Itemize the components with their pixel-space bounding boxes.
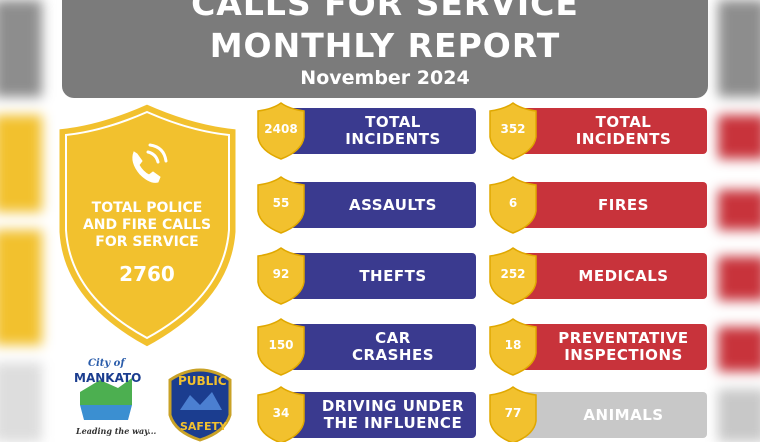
category-bar: MEDICALS xyxy=(520,253,707,299)
bar-label: INCIDENTS xyxy=(575,130,672,148)
header: CALLS FOR SERVICE MONTHLY REPORT Novembe… xyxy=(62,0,708,98)
bar-label: TOTAL xyxy=(365,113,421,131)
bar-label: CAR xyxy=(375,329,411,347)
badge xyxy=(489,318,537,376)
bar-label: FIRES xyxy=(598,195,649,214)
bar-label: INCIDENTS xyxy=(345,130,441,148)
count-value: 150 xyxy=(268,338,294,352)
count-value: 77 xyxy=(504,406,522,420)
bar-label: ASSAULTS xyxy=(349,195,437,214)
public-safety-logo xyxy=(168,368,232,442)
count-value: 252 xyxy=(500,267,526,281)
category-bar: FIRES xyxy=(520,182,707,228)
count-value: 55 xyxy=(272,196,290,210)
category-bar: TOTAL INCIDENTS xyxy=(520,108,707,154)
badge xyxy=(257,318,305,376)
category-bar: CAR CRASHES xyxy=(290,324,476,370)
badge xyxy=(489,386,537,442)
count-value: 34 xyxy=(272,406,290,420)
logo-text: MANKATO xyxy=(74,371,142,385)
bar-label: DRIVING UNDER xyxy=(321,397,465,415)
count-value: 6 xyxy=(508,196,518,210)
category-bar: ASSAULTS xyxy=(290,182,476,228)
category-bar: TOTAL INCIDENTS xyxy=(290,108,476,154)
count-value: 18 xyxy=(504,338,522,352)
logo-text: Leading the way... xyxy=(76,426,157,436)
badge xyxy=(257,176,305,234)
blurred-edge xyxy=(718,0,760,442)
count-value: 2408 xyxy=(264,122,298,136)
category-bar: THEFTS xyxy=(290,253,476,299)
bar-label: TOTAL xyxy=(595,113,652,131)
blurred-edge xyxy=(0,0,42,442)
shield-border xyxy=(65,110,230,340)
phone-icon xyxy=(132,143,168,183)
total-value: 2760 xyxy=(119,262,175,286)
label-line: AND FIRE CALLS xyxy=(82,217,212,233)
subtitle: November 2024 xyxy=(300,67,470,89)
logo-text: PUBLIC xyxy=(178,374,227,388)
badge xyxy=(257,102,305,160)
badge xyxy=(257,386,305,442)
label-line: FOR SERVICE xyxy=(95,234,199,250)
logo-text: SAFETY xyxy=(180,420,227,433)
bar-label: INSPECTIONS xyxy=(564,346,683,364)
badge xyxy=(489,247,537,305)
badge xyxy=(489,176,537,234)
total-label: TOTAL POLICE AND FIRE CALLS FOR SERVICE xyxy=(62,200,232,251)
category-bar: DRIVING UNDER THE INFLUENCE xyxy=(290,392,476,438)
label-line: TOTAL POLICE xyxy=(91,200,203,216)
badge xyxy=(489,102,537,160)
big-shield xyxy=(56,101,239,350)
title: MONTHLY REPORT xyxy=(209,26,561,65)
bar-label: THEFTS xyxy=(359,266,427,285)
badge xyxy=(257,247,305,305)
bar-label: THE INFLUENCE xyxy=(323,414,463,432)
count-value: 352 xyxy=(500,122,526,136)
city-logo xyxy=(80,378,132,420)
bar-label: CRASHES xyxy=(351,346,435,364)
title: CALLS FOR SERVICE xyxy=(191,0,579,23)
bar-label: ANIMALS xyxy=(583,405,664,424)
bar-label: MEDICALS xyxy=(578,266,669,285)
bar-label: PREVENTATIVE xyxy=(558,329,689,347)
category-bar: PREVENTATIVE INSPECTIONS xyxy=(520,324,707,370)
logo-text: City of xyxy=(88,358,125,369)
count-value: 92 xyxy=(272,267,290,281)
category-bar: ANIMALS xyxy=(520,392,707,438)
